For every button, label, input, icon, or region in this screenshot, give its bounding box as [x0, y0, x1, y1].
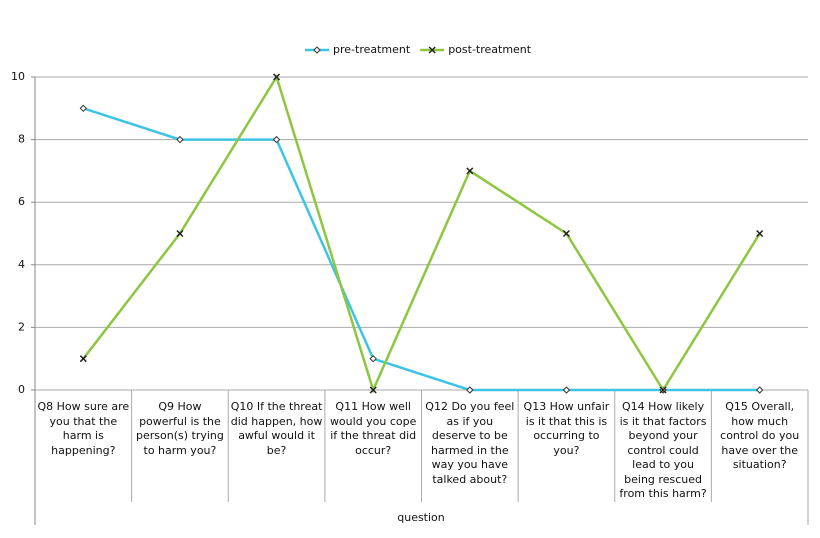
y-tick-label: 2: [18, 320, 25, 333]
marker: [79, 355, 87, 363]
y-tick-label: 0: [18, 383, 25, 396]
marker: [562, 386, 571, 394]
y-tick-label: 4: [18, 258, 25, 271]
x-tick-label: Q8 How sure are you that the harm is hap…: [37, 400, 130, 457]
legend-label: pre-treatment: [333, 43, 411, 56]
marker: [79, 104, 88, 113]
x-tick-label: Q15 Overall, how much control do you hav…: [720, 400, 800, 471]
y-tick-label: 6: [18, 195, 25, 208]
legend-label: post-treatment: [448, 43, 532, 56]
marker: [466, 167, 474, 175]
x-tick-label: Q13 How unfair is it that this is occurr…: [523, 400, 610, 457]
series-line: [82, 107, 760, 392]
x-tick-label: Q12 Do you feel as if you deserve to be …: [425, 400, 515, 486]
marker: [369, 354, 377, 363]
marker: [176, 229, 184, 238]
marker: [755, 386, 764, 394]
marker: [176, 135, 184, 144]
marker: [428, 46, 436, 54]
series-line: [82, 74, 761, 394]
x-tick-label: Q14 How likely is it that factors beyond…: [619, 400, 707, 500]
x-axis-label: question: [397, 511, 445, 524]
marker: [562, 229, 570, 238]
y-tick-label: 8: [18, 133, 25, 146]
marker: [466, 386, 474, 394]
marker: [313, 46, 321, 54]
x-tick-label: Q9 How powerful is the person(s) trying …: [136, 400, 224, 457]
marker: [659, 386, 667, 394]
marker: [272, 135, 281, 144]
marker: [273, 73, 281, 81]
x-tick-label: Q10 If the threat did happen, how awful …: [230, 400, 323, 457]
marker: [756, 229, 764, 238]
marker: [369, 386, 377, 394]
x-tick-label: Q11 How well would you cope if the threa…: [329, 400, 417, 457]
y-tick-label: 10: [11, 70, 25, 83]
